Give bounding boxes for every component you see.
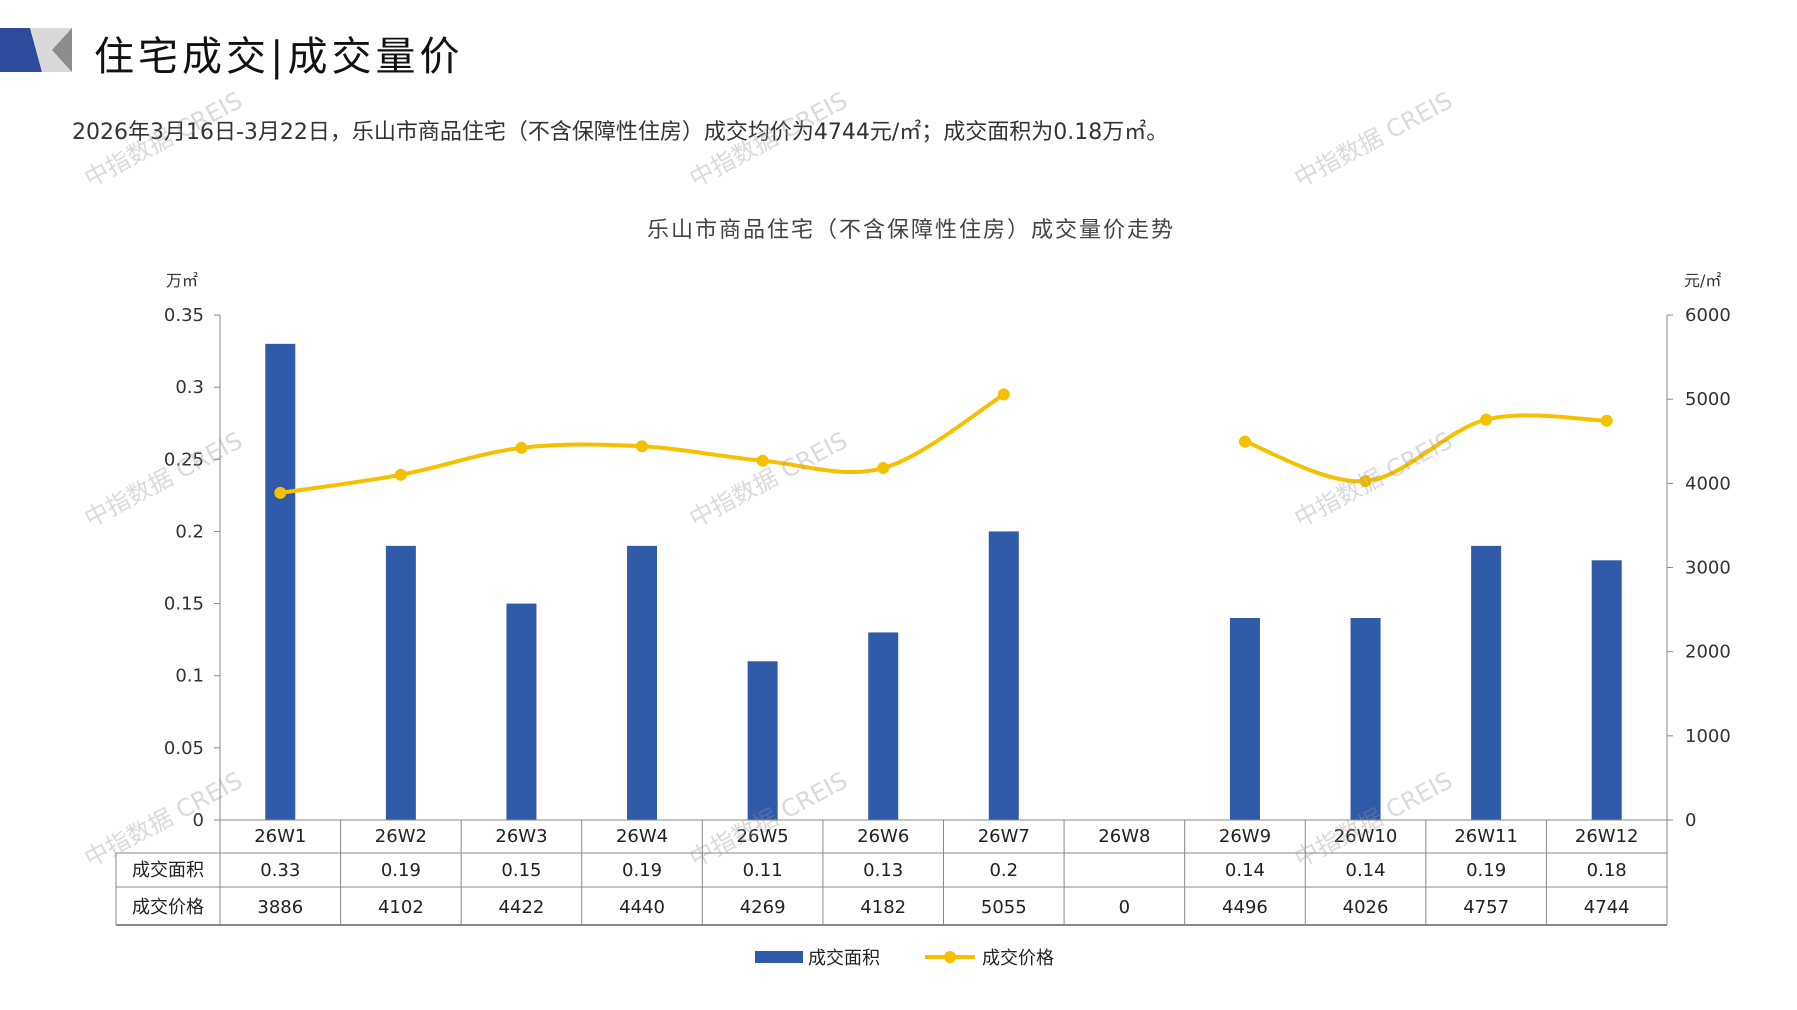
right-axis-unit: 元/㎡ (1684, 271, 1722, 290)
legend-line-marker (944, 951, 956, 963)
bar-26W3 (506, 603, 537, 820)
price-point-26W2 (394, 468, 407, 481)
price-value: 4182 (860, 897, 906, 918)
price-value: 3886 (257, 897, 303, 918)
price-value: 5055 (981, 897, 1027, 918)
category-label: 26W6 (857, 826, 909, 847)
price-point-26W11 (1480, 413, 1493, 426)
table-row-header-area: 成交面积 (132, 860, 204, 881)
area-value: 0.33 (260, 860, 300, 881)
left-tick-label: 0.2 (175, 521, 204, 542)
price-point-26W9 (1238, 435, 1251, 448)
legend-bar-swatch (755, 951, 803, 963)
left-tick-label: 0 (193, 810, 204, 831)
area-value: 0.15 (501, 860, 541, 881)
area-value: 0.18 (1587, 860, 1627, 881)
chart-title: 乐山市商品住宅（不含保障性住房）成交量价走势 (646, 218, 1175, 243)
area-value: 0.14 (1225, 860, 1265, 881)
bar-26W7 (988, 531, 1019, 820)
page-title: 住宅成交|成交量价 (94, 34, 464, 80)
category-label: 26W10 (1334, 826, 1398, 847)
price-point-26W3 (515, 441, 528, 454)
area-value: 0.19 (622, 860, 662, 881)
left-tick-label: 0.35 (164, 305, 204, 326)
table-row-header-price: 成交价格 (132, 897, 204, 918)
summary-text: 2026年3月16日-3月22日，乐山市商品住宅（不含保障性住房）成交均价为47… (72, 120, 1169, 145)
price-value: 4440 (619, 897, 665, 918)
left-tick-label: 0.1 (175, 666, 204, 687)
header-logo-icon (0, 28, 72, 72)
right-tick-label: 1000 (1685, 726, 1731, 747)
category-label: 26W8 (1098, 826, 1150, 847)
area-value: 0.13 (863, 860, 903, 881)
price-value: 4496 (1222, 897, 1268, 918)
right-tick-label: 5000 (1685, 389, 1731, 410)
bar-26W5 (747, 661, 778, 820)
legend-price-label: 成交价格 (982, 948, 1054, 969)
price-value: 4102 (378, 897, 424, 918)
category-label: 26W3 (495, 826, 547, 847)
area-value: 0.14 (1346, 860, 1386, 881)
area-value: 0.19 (381, 860, 421, 881)
left-tick-label: 0.15 (164, 594, 204, 615)
right-tick-label: 3000 (1685, 558, 1731, 579)
bar-26W10 (1350, 618, 1381, 820)
price-value: 4744 (1584, 897, 1630, 918)
right-tick-label: 4000 (1685, 473, 1731, 494)
category-label: 26W1 (254, 826, 306, 847)
left-axis-unit: 万㎡ (166, 271, 199, 290)
price-point-26W7 (997, 388, 1010, 401)
price-point-26W6 (877, 462, 890, 475)
category-label: 26W2 (375, 826, 427, 847)
price-value: 4026 (1343, 897, 1389, 918)
price-value: 4269 (740, 897, 786, 918)
area-value: 0.19 (1466, 860, 1506, 881)
category-label: 26W12 (1575, 826, 1639, 847)
price-point-26W5 (756, 454, 769, 467)
category-label: 26W9 (1219, 826, 1271, 847)
bar-26W1 (265, 343, 296, 820)
category-label: 26W7 (978, 826, 1030, 847)
bar-26W6 (868, 632, 899, 820)
price-point-26W1 (274, 486, 287, 499)
bar-26W9 (1229, 618, 1260, 820)
legend-area-label: 成交面积 (808, 948, 880, 969)
price-value: 4757 (1463, 897, 1509, 918)
right-tick-label: 6000 (1685, 305, 1731, 326)
bar-26W12 (1591, 560, 1622, 820)
price-point-26W10 (1359, 475, 1372, 488)
left-tick-label: 0.3 (175, 377, 204, 398)
bar-26W4 (627, 545, 658, 820)
left-tick-label: 0.05 (164, 738, 204, 759)
right-tick-label: 2000 (1685, 642, 1731, 663)
price-value: 4422 (499, 897, 545, 918)
price-point-26W4 (636, 440, 649, 453)
right-tick-label: 0 (1685, 810, 1696, 831)
bar-26W11 (1471, 545, 1502, 820)
left-tick-label: 0.25 (164, 449, 204, 470)
category-label: 26W11 (1454, 826, 1518, 847)
area-value: 0.2 (989, 860, 1018, 881)
price-line (1244, 413, 1607, 484)
category-label: 26W4 (616, 826, 668, 847)
price-point-26W12 (1600, 414, 1613, 427)
price-value: 0 (1119, 897, 1130, 918)
area-value: 0.11 (743, 860, 783, 881)
bar-26W2 (385, 545, 416, 820)
category-label: 26W5 (737, 826, 789, 847)
